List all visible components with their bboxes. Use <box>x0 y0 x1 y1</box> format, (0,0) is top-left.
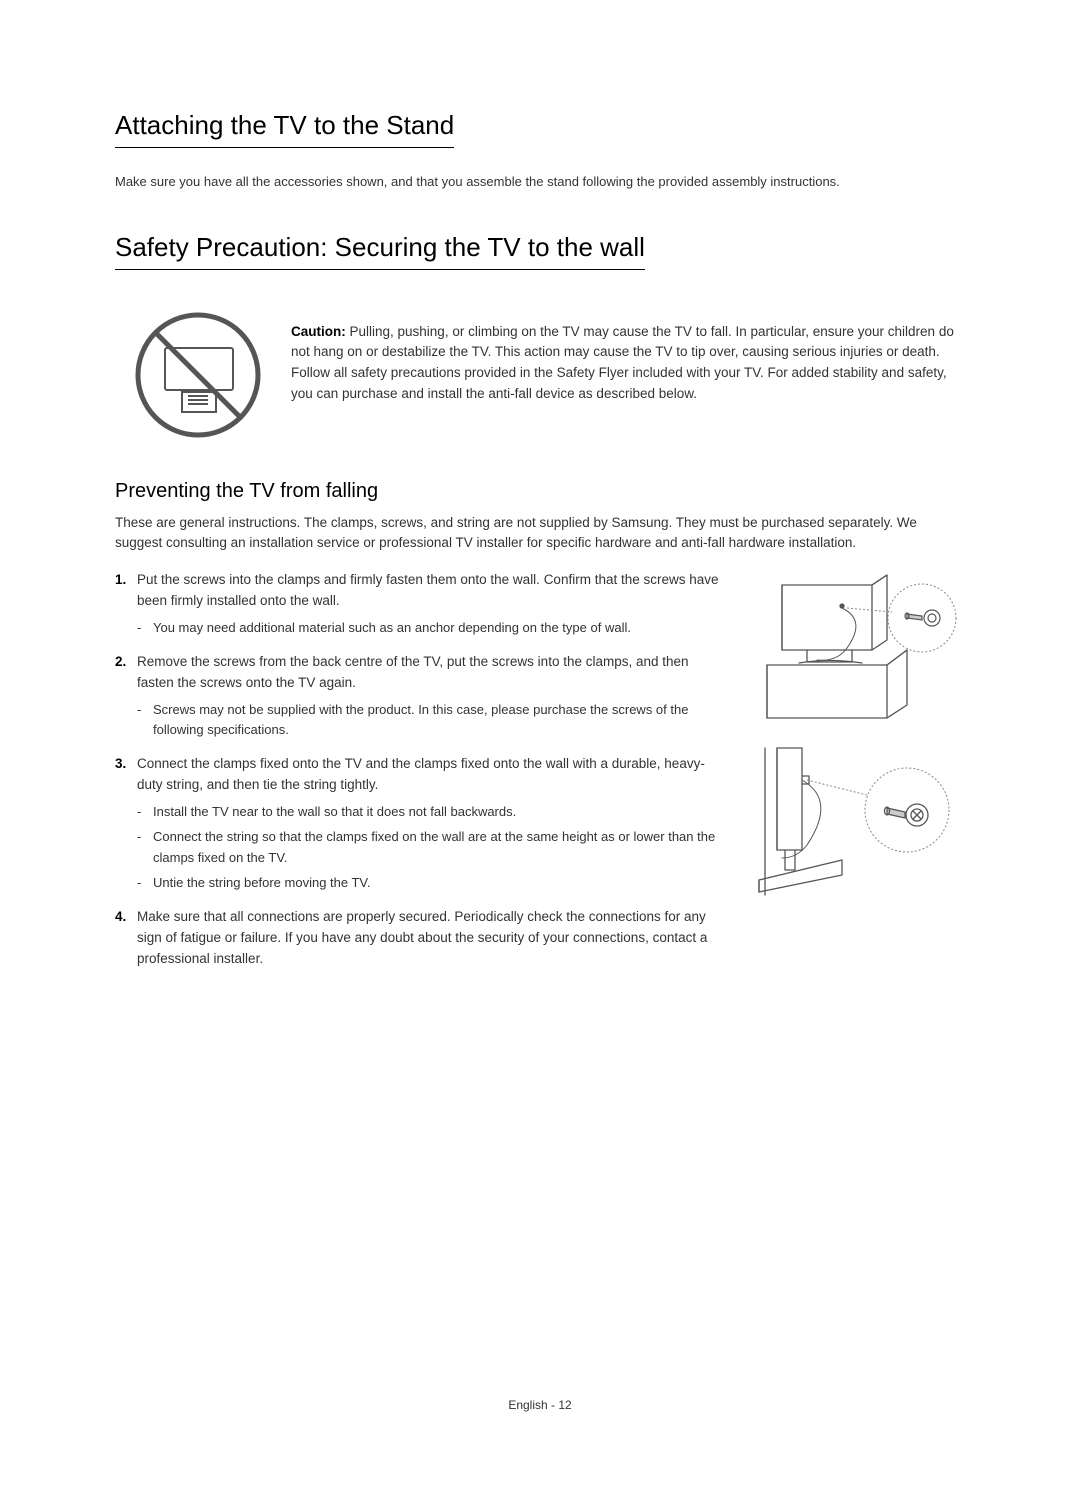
section-safety: Safety Precaution: Securing the TV to th… <box>115 232 965 282</box>
heading-safety: Safety Precaution: Securing the TV to th… <box>115 232 645 270</box>
steps-and-figures: Put the screws into the clamps and firml… <box>115 570 965 983</box>
steps-column: Put the screws into the clamps and firml… <box>115 570 723 983</box>
steps-list: Put the screws into the clamps and firml… <box>115 570 723 969</box>
step-2-text: Remove the screws from the back centre o… <box>137 654 689 690</box>
step-4: Make sure that all connections are prope… <box>115 907 723 970</box>
intro-attaching: Make sure you have all the accessories s… <box>115 172 965 192</box>
step-3-sub-b: Connect the string so that the clamps fi… <box>137 827 723 867</box>
step-2: Remove the screws from the back centre o… <box>115 652 723 740</box>
step-1-text: Put the screws into the clamps and firml… <box>137 572 719 608</box>
step-3-sub-c: Untie the string before moving the TV. <box>137 873 723 893</box>
page-footer: English - 12 <box>0 1398 1080 1412</box>
step-1-sub-a: You may need additional material such as… <box>137 618 723 638</box>
figures-column <box>747 570 965 983</box>
prohibition-icon <box>133 310 263 445</box>
caution-text: Caution: Pulling, pushing, or climbing o… <box>291 310 965 406</box>
step-3-sub-a: Install the TV near to the wall so that … <box>137 802 723 822</box>
step-3: Connect the clamps fixed onto the TV and… <box>115 754 723 892</box>
caution-row: Caution: Pulling, pushing, or climbing o… <box>115 310 965 445</box>
caution-body: Pulling, pushing, or climbing on the TV … <box>291 324 954 402</box>
figure-tv-profile <box>747 740 965 900</box>
step-1-sub: You may need additional material such as… <box>137 618 723 638</box>
step-3-sub: Install the TV near to the wall so that … <box>137 802 723 893</box>
step-2-sub: Screws may not be supplied with the prod… <box>137 700 723 740</box>
section-attaching: Attaching the TV to the Stand <box>115 110 965 160</box>
page-content: Attaching the TV to the Stand Make sure … <box>0 0 1080 984</box>
figure-tv-on-cabinet <box>747 570 965 720</box>
heading-preventing: Preventing the TV from falling <box>115 480 965 503</box>
step-3-text: Connect the clamps fixed onto the TV and… <box>137 756 705 792</box>
step-1: Put the screws into the clamps and firml… <box>115 570 723 638</box>
caution-label: Caution: <box>291 324 346 339</box>
step-2-sub-a: Screws may not be supplied with the prod… <box>137 700 723 740</box>
heading-attaching: Attaching the TV to the Stand <box>115 110 454 148</box>
step-4-text: Make sure that all connections are prope… <box>137 909 707 966</box>
para-preventing: These are general instructions. The clam… <box>115 513 965 555</box>
